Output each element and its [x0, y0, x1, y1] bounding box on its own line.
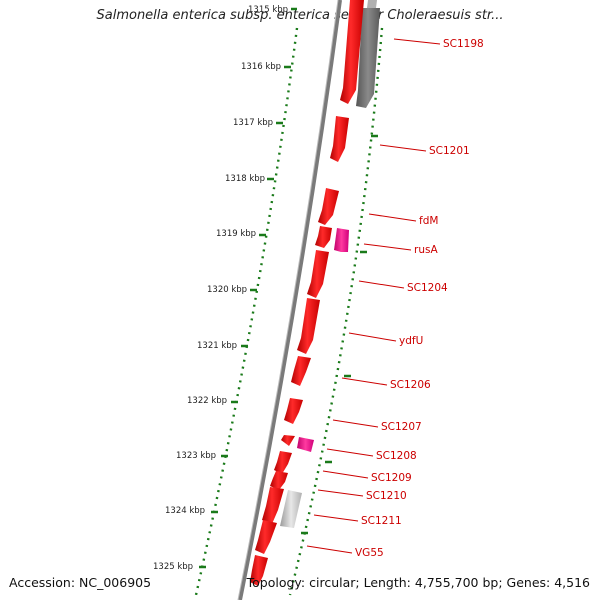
gene-arrow[interactable] — [330, 116, 349, 162]
tick-label: 1316 kbp — [241, 62, 281, 72]
gene-label: SC1209 — [371, 472, 412, 484]
gene-arrow[interactable] — [281, 435, 295, 446]
gene-arrow[interactable] — [262, 487, 284, 524]
gene-arrow[interactable] — [270, 471, 288, 490]
tick-label: 1325 kbp — [153, 562, 193, 572]
tick-label: 1324 kbp — [165, 506, 205, 516]
gene-arrow-rusA[interactable] — [334, 228, 349, 252]
gene-label: SC1211 — [361, 515, 402, 527]
gene-label: SC1206 — [390, 379, 431, 391]
gene-arrow-grey[interactable] — [280, 490, 302, 528]
gene-labels: SC1198 SC1201 fdM rusA SC1204 ydfU SC120… — [355, 38, 484, 559]
accession-text: Accession: NC_006905 — [9, 575, 152, 590]
gene-arrow[interactable] — [297, 298, 320, 354]
tick-label: 1319 kbp — [216, 229, 256, 239]
ruler-outer-dotted-line — [288, 27, 384, 596]
gene-label: SC1208 — [376, 450, 417, 462]
gene-label: SC1198 — [443, 38, 484, 50]
label-leader-lines — [306, 38, 441, 554]
tick-label: 1317 kbp — [233, 118, 273, 128]
gene-arrows — [250, 0, 364, 586]
gene-arrow[interactable] — [318, 188, 339, 225]
gene-label: rusA — [414, 244, 438, 256]
tick-label: 1318 kbp — [225, 174, 265, 184]
genome-backbone — [238, 0, 342, 600]
gene-label: VG55 — [355, 547, 384, 559]
map-title: Salmonella enterica subsp. enterica sero… — [96, 8, 504, 23]
gene-arrow-sc1208[interactable] — [297, 437, 314, 452]
gene-arrow[interactable] — [284, 398, 303, 424]
gene-label: fdM — [419, 215, 438, 227]
gene-arrow-top-small[interactable] — [367, 0, 377, 8]
tick-label: 1323 kbp — [176, 451, 216, 461]
tick-label: 1315 kbp — [248, 5, 288, 15]
gene-arrow[interactable] — [255, 520, 277, 554]
tick-label: 1321 kbp — [197, 341, 237, 351]
gene-label: SC1210 — [366, 490, 407, 502]
gene-arrow[interactable] — [274, 451, 292, 474]
gene-arrow[interactable] — [250, 555, 268, 586]
tick-label: 1320 kbp — [207, 285, 247, 295]
gene-arrow[interactable] — [307, 250, 329, 298]
gene-label: ydfU — [399, 335, 423, 347]
ruler-tick-labels: 1315 kbp 1316 kbp 1317 kbp 1318 kbp 1319… — [153, 5, 288, 572]
gene-arrow-sc1198-outer[interactable] — [356, 8, 380, 108]
gene-label: SC1207 — [381, 421, 422, 433]
genome-backbone-highlight — [237, 0, 339, 600]
gene-arrow[interactable] — [340, 0, 364, 104]
ruler-tick-marks — [199, 7, 378, 569]
gene-label: SC1204 — [407, 282, 448, 294]
tick-label: 1322 kbp — [187, 396, 227, 406]
gene-label: SC1201 — [429, 145, 470, 157]
ruler-inner-dotted-line — [194, 27, 299, 596]
topology-summary: Topology: circular; Length: 4,755,700 bp… — [246, 575, 590, 590]
gene-arrow[interactable] — [315, 226, 332, 248]
gene-arrow[interactable] — [291, 356, 311, 386]
